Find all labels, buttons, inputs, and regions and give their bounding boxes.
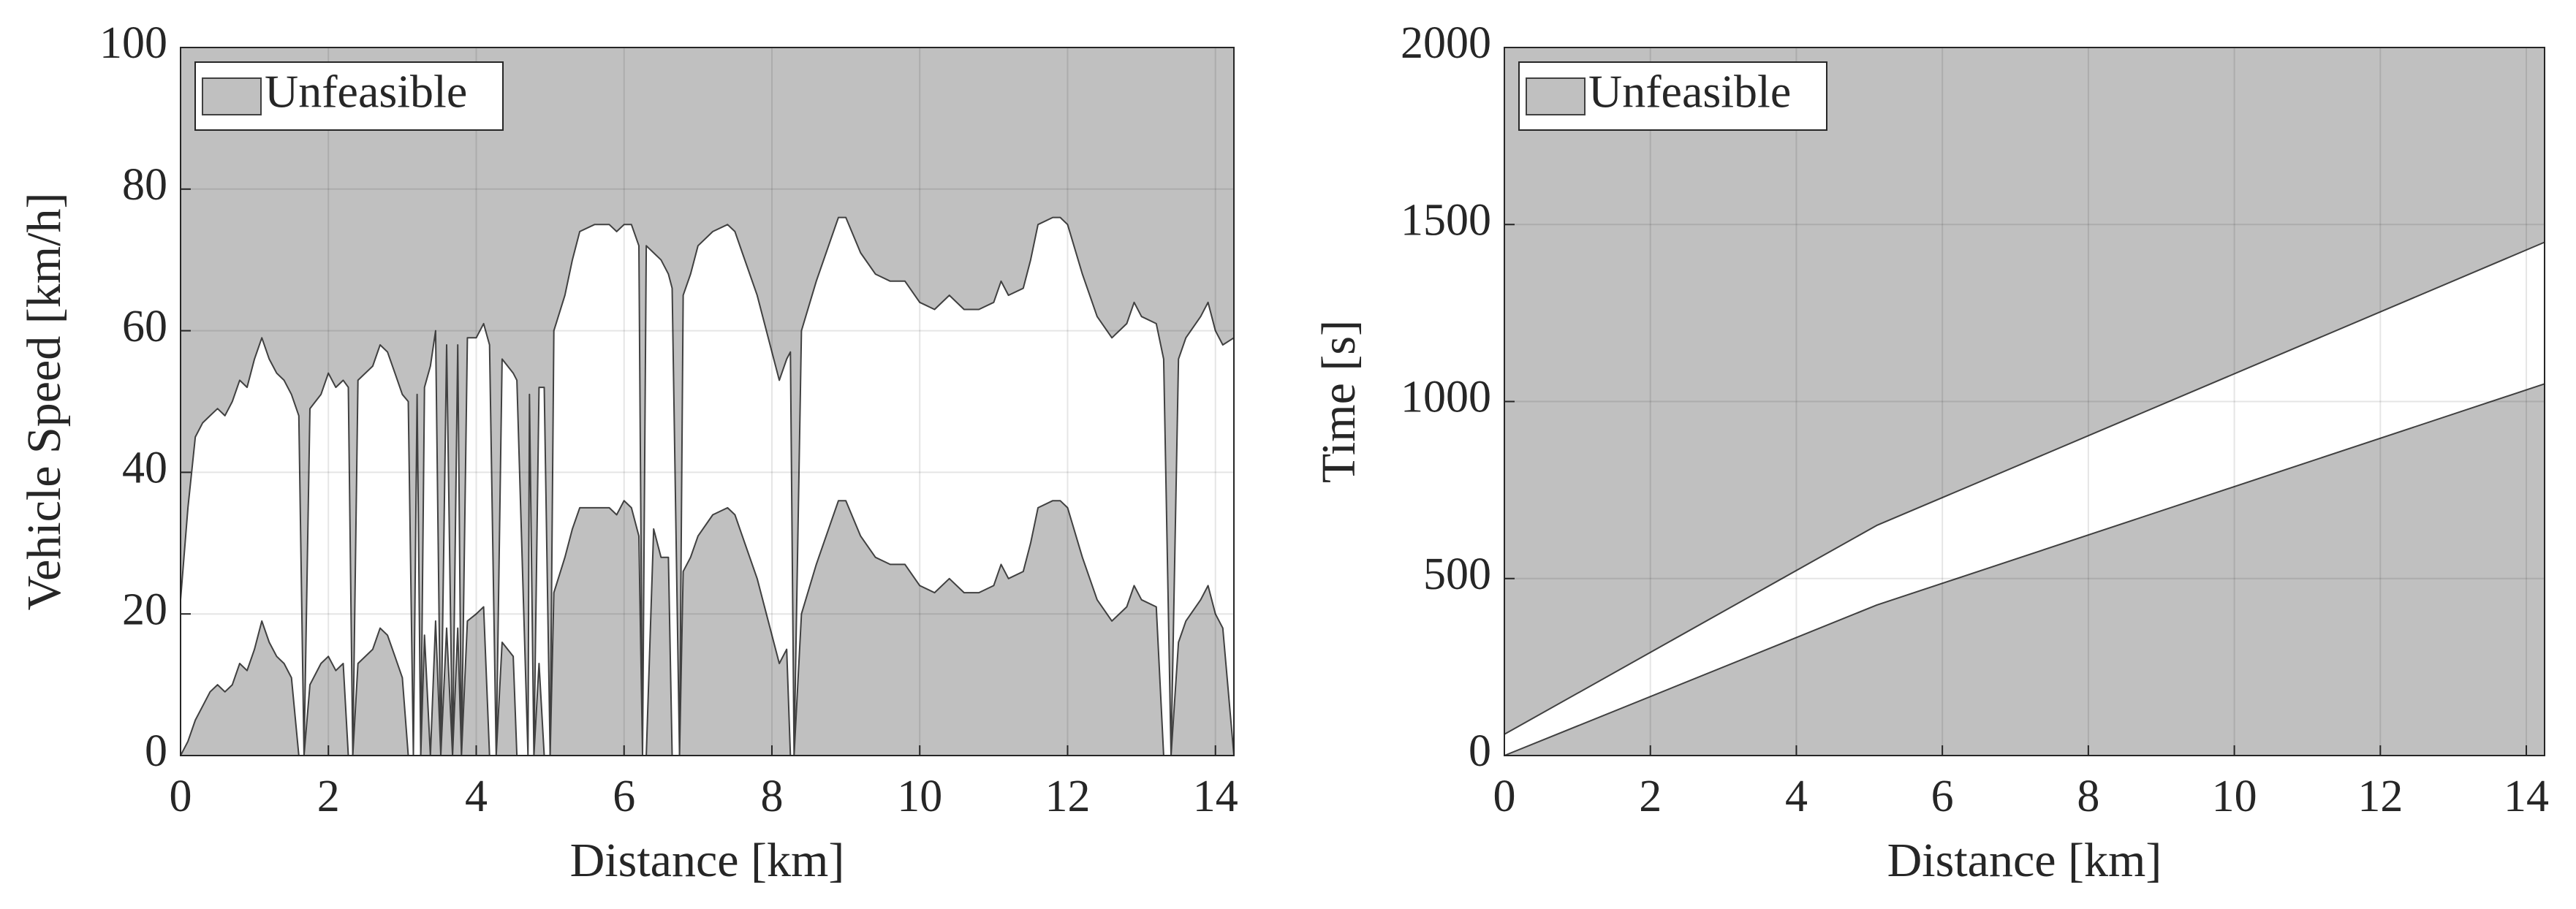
axes-box — [1504, 47, 2545, 756]
bound-line — [180, 500, 1235, 756]
y-tick-label: 1000 — [1401, 373, 1491, 422]
chart: 0 2 4 6 8 10 12 14 0 20 40 60 80 100 Distance [km] Vehi… — [18, 18, 1238, 887]
y-axis-label: Time [s] — [1312, 320, 1365, 483]
x-tick-label: 4 — [1785, 772, 1808, 821]
x-tick-label: 4 — [465, 772, 488, 821]
unfeasible-area — [1504, 47, 2545, 734]
x-tick-label: 2 — [317, 772, 340, 821]
x-axis-label: Distance [km] — [1887, 834, 2162, 887]
x-tick-label: 14 — [1193, 772, 1238, 821]
x-tick-label: 2 — [1639, 772, 1662, 821]
y-tick-label: 2000 — [1401, 18, 1491, 68]
x-tick-label: 8 — [2077, 772, 2099, 821]
bound-line — [1504, 383, 2545, 756]
legend-label: Unfeasible — [265, 66, 467, 118]
unfeasible-area — [181, 47, 1234, 756]
legend-label: Unfeasible — [1588, 66, 1791, 118]
x-tick-label: 6 — [613, 772, 635, 821]
legend-swatch — [1526, 77, 1586, 115]
x-axis-label: Distance [km] — [570, 834, 845, 887]
unfeasible-area — [1504, 384, 2545, 756]
y-tick-label: 0 — [1469, 726, 1491, 776]
axes-box — [180, 47, 1235, 756]
x-tick-label: 0 — [1493, 772, 1516, 821]
x-tick-label: 10 — [897, 772, 942, 821]
x-tick-label: 10 — [2212, 772, 2257, 821]
legend: Unfeasible — [1518, 61, 1827, 131]
legend: Unfeasible — [194, 61, 504, 131]
x-tick-label: 6 — [1931, 772, 1954, 821]
y-tick-label: 20 — [122, 585, 167, 634]
y-axis-label: Vehicle Speed [km/h] — [18, 193, 71, 611]
x-tick-label: 12 — [2357, 772, 2403, 821]
y-tick-label: 80 — [122, 160, 167, 210]
bound-line — [1504, 241, 2545, 735]
legend-swatch — [202, 77, 262, 115]
y-tick-label: 100 — [99, 18, 167, 68]
chart: 0 2 4 6 8 10 12 14 0 500 1000 1500 2000 Distance [km]… — [1312, 18, 2549, 887]
y-tick-label: 60 — [122, 302, 167, 351]
y-tick-label: 40 — [122, 444, 167, 493]
y-tick-label: 0 — [145, 726, 167, 776]
y-tick-label: 1500 — [1401, 195, 1491, 245]
x-tick-label: 0 — [170, 772, 192, 821]
bound-line — [180, 216, 1235, 756]
x-tick-label: 14 — [2504, 772, 2549, 821]
x-tick-label: 12 — [1045, 772, 1090, 821]
x-tick-label: 8 — [760, 772, 783, 821]
y-tick-label: 500 — [1423, 549, 1491, 599]
